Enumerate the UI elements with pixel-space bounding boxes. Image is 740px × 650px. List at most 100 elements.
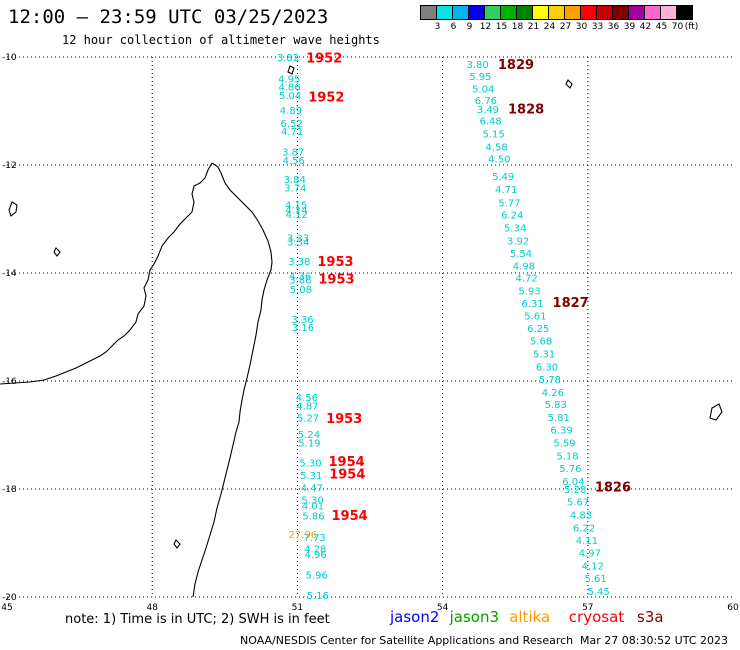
comoros-island <box>8 201 18 217</box>
satellite-track-west: 3.824.954.865.044.896.524.713.874.563.84… <box>277 52 368 602</box>
wave-height-color-scale <box>420 5 693 20</box>
swh-value: 6.52 <box>281 119 303 130</box>
lon-tick-label: 51 <box>292 603 303 613</box>
swh-value: 4.36 <box>289 272 311 283</box>
swh-value: 6.48 <box>479 117 501 128</box>
legend-label: 12 <box>479 22 492 32</box>
legend-label: 30 <box>575 22 588 32</box>
swh-value: 4.72 <box>515 273 537 284</box>
lon-tick-label: 57 <box>582 603 593 613</box>
swh-value: 4.47 <box>301 483 323 494</box>
swh-value: 4.26 <box>542 388 564 399</box>
satellite-altika: altika <box>509 608 551 626</box>
swh-value: 3.87 <box>282 148 304 159</box>
lat-tick-label: -16 <box>2 377 17 387</box>
swh-value: 3.92 <box>507 237 529 248</box>
swh-value: 5.96 <box>306 570 328 581</box>
footnote: note: 1) Time is in UTC; 2) SWH is in fe… <box>65 612 330 627</box>
pass-time-label: 1953 <box>317 255 353 270</box>
swh-value: 5.86 <box>302 511 324 522</box>
swh-value: 5.16 <box>307 591 329 602</box>
pass-time-label: 1828 <box>508 102 544 117</box>
swh-value: 5.30 <box>301 495 323 506</box>
swh-value: 5.31 <box>533 349 555 360</box>
map-title: 12:00 — 23:59 UTC 03/25/2023 <box>8 6 329 28</box>
legend-label: 42 <box>639 22 652 32</box>
swh-value: 5.30 <box>299 459 321 470</box>
swh-value: 5.76 <box>559 464 581 475</box>
swh-value: 6.76 <box>475 96 497 107</box>
comoros-island-2 <box>53 247 61 257</box>
swh-value: 5.49 <box>492 172 514 183</box>
pass-time-label: 1954 <box>329 455 365 470</box>
swh-value: 5.04 <box>472 84 494 95</box>
pass-time-label: 1954 <box>332 509 368 524</box>
swh-value: 4.96 <box>304 550 326 561</box>
swh-value: 5.15 <box>482 130 504 141</box>
swh-value: 5.28 <box>564 485 586 496</box>
legend-label: 6 <box>450 22 457 32</box>
lat-tick-label: -10 <box>2 53 17 63</box>
legend-label: 21 <box>527 22 540 32</box>
swh-value: 3.38 <box>288 257 310 268</box>
map-subtitle: 12 hour collection of altimeter wave hei… <box>62 33 380 47</box>
pass-time-label: 1952 <box>306 52 342 67</box>
islet-2 <box>565 79 573 89</box>
swh-value: 5.83 <box>545 400 567 411</box>
swh-value: 5.24 <box>298 430 320 441</box>
pass-time-label: 1953 <box>326 412 362 427</box>
swh-value: 5.93 <box>518 286 540 297</box>
legend-label: 27 <box>559 22 572 32</box>
swh-value: 5.95 <box>469 72 491 83</box>
east-island <box>709 403 723 421</box>
swh-value: 4.12 <box>286 210 308 221</box>
lon-tick-label: 48 <box>146 603 158 613</box>
swh-value: 5.68 <box>530 337 552 348</box>
swh-value: 4.56 <box>296 393 318 404</box>
legend-label: 3 <box>434 22 441 32</box>
legend-label: 33 <box>591 22 604 32</box>
swh-value: 3.16 <box>292 323 314 334</box>
pass-time-label: 1826 <box>595 480 631 495</box>
swh-value: 4.58 <box>485 143 507 154</box>
legend-label: 18 <box>511 22 524 32</box>
swh-value: 5.31 <box>300 471 322 482</box>
pass-time-label: 1954 <box>329 467 365 482</box>
swh-value: 6.24 <box>501 211 523 222</box>
satellite-s3a: s3a <box>637 608 664 626</box>
swh-value: 5.45 <box>588 587 610 598</box>
lon-tick-label: 45 <box>1 603 12 613</box>
swh-value: 4.86 <box>279 83 301 94</box>
satellite-jason2: jason2 <box>390 608 440 626</box>
legend-label: 15 <box>495 22 508 32</box>
satellite-cryosat: cryosat <box>568 608 625 626</box>
lat-tick-label: -18 <box>2 485 17 495</box>
swh-value: 5.08 <box>290 285 312 296</box>
legend-label: 70 <box>671 22 684 32</box>
swh-value: 3.36 <box>291 315 313 326</box>
swh-value: 4.01 <box>302 502 324 513</box>
pass-time-label: 1829 <box>498 58 534 73</box>
swh-value: 5.04 <box>279 91 301 102</box>
swh-value: 5.67 <box>567 497 589 508</box>
madagascar-west-coast <box>0 162 213 385</box>
legend-unit: (ft) <box>684 22 699 32</box>
swh-value: 4.12 <box>582 562 604 573</box>
pass-time-label: 1827 <box>553 296 589 311</box>
lat-tick-label: -20 <box>2 593 17 603</box>
swh-value: 5.77 <box>498 198 520 209</box>
legend-label: 39 <box>623 22 636 32</box>
swh-value: 4.89 <box>280 106 302 117</box>
swh-value: 5.18 <box>556 452 578 463</box>
swh-value: 4.95 <box>278 75 300 86</box>
swh-value: 5.19 <box>298 439 320 450</box>
swh-value: 4.71 <box>281 127 303 138</box>
swh-value: 3.82 <box>277 53 299 64</box>
swh-value: 3.34 <box>287 238 309 249</box>
swh-value: 6.04 <box>562 477 584 488</box>
lat-lon-grid <box>7 56 733 598</box>
swh-value: 3.33 <box>287 233 309 244</box>
swh-value: 4.97 <box>579 549 601 560</box>
swh-value: 3.80 <box>466 60 488 71</box>
pass-time-label: 1953 <box>318 272 354 287</box>
